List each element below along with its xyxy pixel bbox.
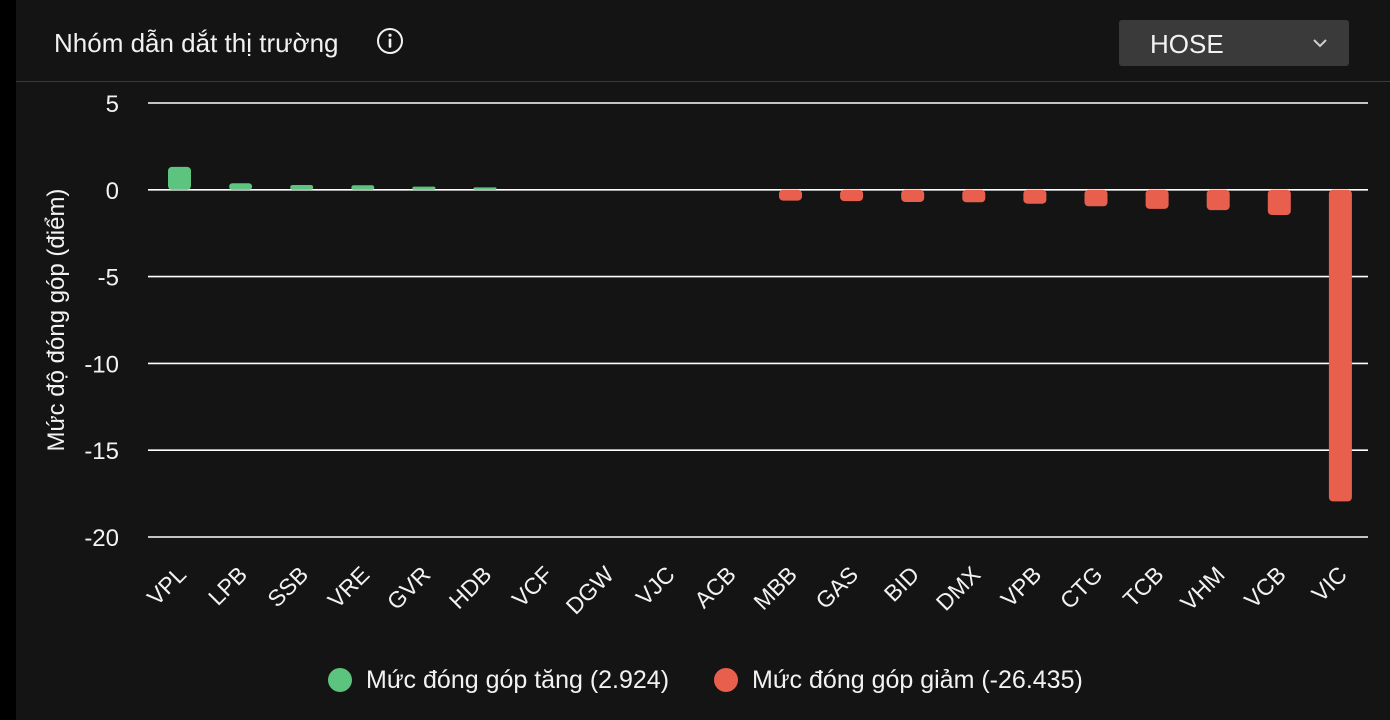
bar-vpl[interactable]: [168, 166, 191, 190]
bar-ctg[interactable]: [1084, 189, 1108, 207]
chart-legend: Mức đóng góp tăng (2.924) Mức đóng góp g…: [0, 660, 1390, 700]
bar-vre[interactable]: [351, 185, 375, 190]
x-tick-label: HDB: [444, 561, 497, 614]
info-icon[interactable]: [376, 27, 404, 55]
x-tick-label: VHM: [1175, 561, 1230, 616]
x-tick-label: VCF: [507, 561, 558, 612]
x-tick-label: VRE: [323, 561, 375, 613]
panel-title: Nhóm dẫn dắt thị trường: [54, 28, 339, 58]
bar-dmx[interactable]: [962, 189, 986, 203]
x-tick-label: TCB: [1118, 561, 1169, 612]
y-tick-label: 5: [106, 91, 119, 118]
x-tick-label: BID: [879, 561, 924, 606]
chart-panel: Nhóm dẫn dắt thị trường HOSE: [16, 0, 1390, 720]
x-tick-label: GAS: [810, 561, 863, 614]
bar-hdb[interactable]: [473, 187, 497, 190]
y-axis-ticks: 5 0 -5 -10 -15 -20: [84, 91, 119, 552]
x-axis-labels: VPL LPB SSB VRE GVR HDB VCF DGW VJC ACB MBB GAS BID D…: [142, 561, 1352, 619]
x-tick-label: GVR: [382, 561, 436, 615]
bar-vhm[interactable]: [1206, 189, 1230, 211]
bars: [168, 166, 1352, 502]
x-tick-label: DGW: [561, 561, 619, 619]
y-tick-label: -15: [84, 438, 119, 465]
x-tick-label: DMX: [931, 561, 986, 616]
x-tick-label: MBB: [748, 561, 802, 615]
y-tick-label: -10: [84, 351, 119, 378]
legend-item-decrease[interactable]: Mức đóng góp giảm (-26.435): [714, 660, 1083, 700]
legend-item-increase[interactable]: Mức đóng góp tăng (2.924): [328, 660, 669, 700]
bar-vcb[interactable]: [1267, 189, 1291, 215]
bar-ssb[interactable]: [290, 184, 314, 190]
exchange-selected-value: HOSE: [1150, 29, 1224, 59]
bar-chart: 5 0 -5 -10 -15 -20 VPL LPB SSB VRE GVR HDB VCF DGW VJ…: [43, 91, 1368, 619]
panel-header: Nhóm dẫn dắt thị trường HOSE: [16, 0, 1390, 82]
x-tick-label: ACB: [689, 561, 741, 613]
bar-lpb[interactable]: [229, 183, 253, 190]
bar-vpb[interactable]: [1023, 189, 1047, 204]
y-tick-label: 0: [106, 178, 119, 205]
bar-bid[interactable]: [901, 189, 925, 202]
x-tick-label: VJC: [631, 561, 680, 610]
x-tick-label: CTG: [1055, 561, 1108, 614]
chevron-down-icon: [1313, 39, 1327, 48]
x-tick-label: LPB: [203, 561, 252, 610]
bar-tcb[interactable]: [1145, 189, 1169, 209]
bar-gvr[interactable]: [412, 186, 436, 190]
x-tick-label: VPL: [142, 561, 191, 610]
y-axis-title: Mức độ đóng góp (điểm): [43, 189, 70, 452]
bar-mbb[interactable]: [779, 189, 802, 201]
y-tick-label: -5: [98, 265, 119, 292]
legend-increase-dot: [328, 668, 352, 692]
x-tick-label: VCB: [1239, 561, 1291, 613]
y-tick-label: -20: [84, 525, 119, 552]
exchange-dropdown[interactable]: HOSE: [1119, 20, 1349, 66]
x-tick-label: VIC: [1306, 561, 1351, 606]
legend-increase-label: Mức đóng góp tăng (2.924): [366, 665, 670, 694]
bar-gas[interactable]: [840, 189, 864, 202]
bar-vic[interactable]: [1328, 189, 1352, 502]
legend-decrease-label: Mức đóng góp giảm (-26.435): [752, 665, 1083, 694]
legend-decrease-dot: [714, 668, 738, 692]
grid-lines: [148, 102, 1368, 538]
x-tick-label: VPB: [996, 561, 1047, 612]
x-tick-label: SSB: [262, 561, 313, 612]
